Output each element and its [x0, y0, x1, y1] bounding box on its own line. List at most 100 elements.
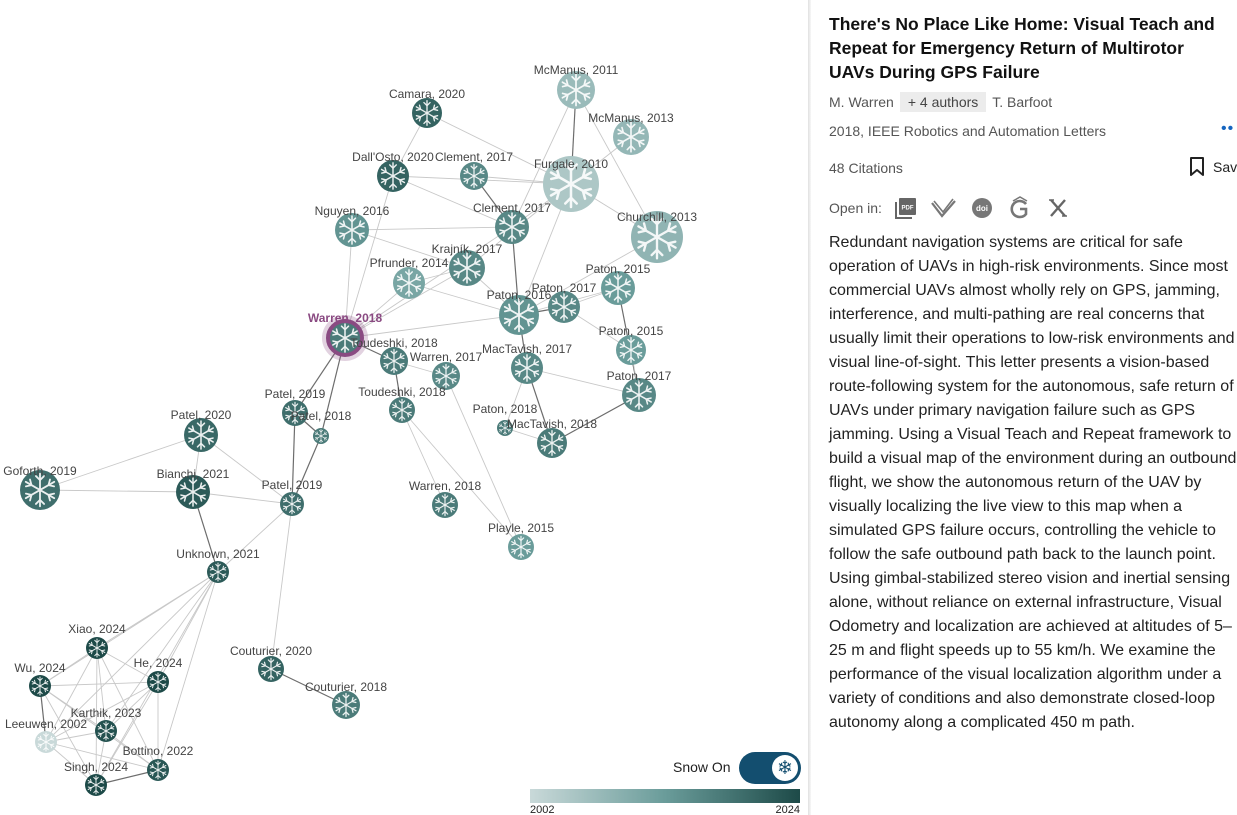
snow-switch[interactable]: ❄: [739, 752, 801, 784]
paper-node-mactavish2018[interactable]: [537, 428, 567, 458]
paper-node-furgale2010[interactable]: [543, 156, 599, 212]
paper-node-dallosto2020[interactable]: [377, 160, 409, 192]
citation-edge: [518, 236, 658, 316]
paper-node-label: Unknown, 2021: [176, 547, 260, 561]
citation-edge: [401, 409, 446, 506]
paper-node-label: Nguyen, 2016: [315, 204, 390, 218]
paper-title[interactable]: There's No Place Like Home: Visual Teach…: [829, 14, 1215, 82]
paper-node-pfrunder2014[interactable]: [393, 267, 425, 299]
citation-edge: [344, 314, 520, 339]
semantic-scholar-icon[interactable]: [930, 194, 958, 222]
citation-graph[interactable]: McManus, 2011 Camara, 2020 McManus, 2013 Da…: [0, 0, 810, 815]
paper-node-krajnik2017[interactable]: [449, 250, 485, 286]
save-button[interactable]: Save: [1189, 157, 1237, 177]
paper-node-toudeshki2018a[interactable]: [380, 347, 408, 375]
paper-node-mcmanus2013[interactable]: [613, 119, 649, 155]
paper-node-clement2017a[interactable]: [460, 162, 488, 190]
paper-node-paton2017a[interactable]: [548, 291, 580, 323]
paper-node-bianchi2021[interactable]: [176, 475, 210, 509]
legend-max-year: 2024: [775, 804, 800, 815]
paper-node-churchill2013[interactable]: [631, 211, 683, 263]
paper-node-label: Leeuwen, 2002: [5, 717, 87, 731]
paper-node-warren2018b[interactable]: [432, 492, 458, 518]
citation-edge: [511, 89, 577, 228]
more-authors-button[interactable]: + 4 authors: [899, 92, 987, 112]
last-author[interactable]: T. Barfoot: [992, 94, 1053, 110]
citation-edge: [39, 489, 194, 493]
citation-edge: [96, 647, 107, 732]
snow-toggle[interactable]: Snow On ❄: [673, 751, 801, 785]
paper-node-clement2017b[interactable]: [495, 210, 529, 244]
pane-divider[interactable]: [808, 0, 812, 815]
svg-text:PDF: PDF: [901, 206, 913, 212]
first-author[interactable]: M. Warren: [829, 94, 894, 110]
paper-node-he2024[interactable]: [147, 671, 169, 693]
citation-edge: [291, 412, 296, 505]
paper-node-label: Patel, 2018: [291, 409, 352, 423]
paper-node-label: Warren, 2017: [410, 350, 483, 364]
citation-edge: [445, 375, 522, 548]
paper-node-label: Churchill, 2013: [617, 210, 697, 224]
graph-canvas[interactable]: McManus, 2011 Camara, 2020 McManus, 2013 Da…: [0, 0, 810, 815]
paper-node-label: Patel, 2019: [265, 387, 326, 401]
paper-node-label: Bottino, 2022: [123, 744, 194, 758]
paper-node-toudeshki2018b[interactable]: [389, 397, 415, 423]
paper-node-paton2016[interactable]: [499, 295, 539, 335]
citation-edge: [575, 89, 658, 238]
citation-edge: [39, 685, 97, 786]
legend-min-year: 2002: [530, 804, 555, 815]
paper-node-label: Patel, 2020: [171, 408, 232, 422]
paper-node-karthik2023[interactable]: [95, 720, 117, 742]
paper-node-paton2015a[interactable]: [601, 271, 635, 305]
google-scholar-icon[interactable]: [1006, 194, 1034, 222]
more-options-icon[interactable]: ••: [1221, 120, 1235, 137]
paper-node-mcmanus2011[interactable]: [557, 71, 595, 109]
citation-edge: [45, 681, 159, 743]
paper-node-couturier2018[interactable]: [332, 691, 360, 719]
paper-node-singh2024[interactable]: [85, 774, 107, 796]
citation-edge: [95, 681, 159, 786]
paper-node-patel2018[interactable]: [313, 428, 329, 444]
paper-node-paton2018[interactable]: [497, 420, 513, 436]
paper-node-goforth2019[interactable]: [20, 470, 60, 510]
save-label: Save: [1213, 159, 1237, 175]
paper-node-warren2018[interactable]: [322, 315, 368, 361]
paper-node-warren2017[interactable]: [432, 362, 460, 390]
citation-edge: [344, 175, 394, 339]
paper-node-nguyen2016[interactable]: [335, 213, 369, 247]
citation-edge: [96, 647, 159, 683]
paper-node-label: Wu, 2024: [14, 661, 65, 675]
citation-edge: [392, 175, 513, 228]
paper-node-mactavish2017[interactable]: [511, 352, 543, 384]
paper-node-label: Patel, 2019: [262, 478, 323, 492]
paper-node-couturier2020[interactable]: [258, 656, 284, 682]
paper-node-bottino2022[interactable]: [147, 759, 169, 781]
paper-node-leeuwen2002[interactable]: [35, 731, 57, 753]
bookmark-icon: [1190, 157, 1204, 176]
paper-node-patel2019b[interactable]: [280, 492, 304, 516]
paper-node-camara2020[interactable]: [412, 98, 442, 128]
paper-node-label: Warren, 2018: [308, 311, 383, 325]
citation-edge: [344, 226, 513, 339]
doi-icon[interactable]: doi: [968, 194, 996, 222]
paper-node-unknown2021[interactable]: [207, 561, 229, 583]
paper-node-patel2019a[interactable]: [282, 400, 308, 426]
paper-node-label: Goforth, 2019: [3, 464, 77, 478]
paper-node-label: Couturier, 2018: [305, 680, 387, 694]
pdf-icon[interactable]: PDF: [892, 194, 920, 222]
x-icon[interactable]: [1044, 194, 1072, 222]
paper-node-label: Krajník, 2017: [432, 242, 503, 256]
citation-edge: [157, 571, 219, 771]
paper-node-label: McManus, 2013: [588, 111, 674, 125]
paper-node-wu2024[interactable]: [29, 675, 51, 697]
paper-node-playle2015[interactable]: [508, 534, 534, 560]
citation-edge: [270, 503, 293, 670]
paper-node-patel2020[interactable]: [184, 418, 218, 452]
paper-node-paton2015b[interactable]: [616, 335, 646, 365]
citation-edge: [200, 434, 293, 505]
paper-node-label: MacTavish, 2018: [507, 417, 597, 431]
paper-node-xiao2024[interactable]: [86, 637, 108, 659]
svg-text:doi: doi: [976, 204, 988, 213]
citation-edge: [351, 229, 468, 269]
paper-node-paton2017b[interactable]: [622, 378, 656, 412]
